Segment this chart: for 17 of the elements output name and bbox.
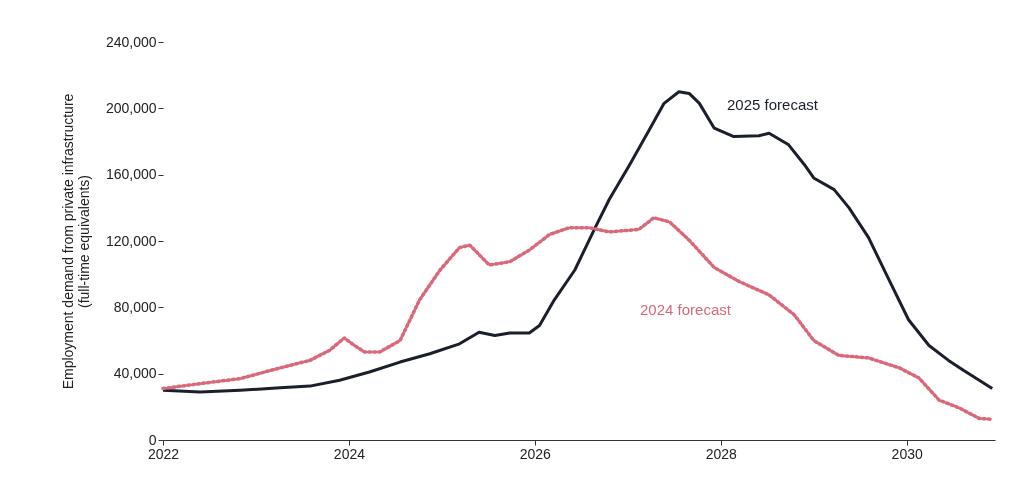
line-series — [161, 90, 994, 394]
y-tick-label: 120,000 — [105, 232, 157, 249]
series-label: 2024 forecast — [640, 301, 732, 318]
y-tick-label: 0 — [148, 431, 157, 448]
y-tick-label: 160,000 — [105, 166, 157, 183]
x-tick-label: 2022 — [147, 445, 180, 462]
x-tick-label: 2028 — [705, 445, 738, 462]
line-series — [161, 216, 994, 422]
x-tick-label: 2030 — [891, 445, 923, 462]
x-tick-label: 2026 — [519, 445, 552, 462]
series-label: 2025 forecast — [727, 96, 819, 113]
y-tick-label: 80,000 — [113, 298, 157, 315]
x-tick-label: 2024 — [333, 445, 366, 462]
y-tick-label: 40,000 — [113, 365, 157, 382]
y-tick-label: 240,000 — [105, 33, 157, 50]
y-axis-title: Employment demand from private infrastructure (full-time equivalents) — [59, 93, 92, 390]
y-tick-label: 200,000 — [105, 99, 157, 116]
